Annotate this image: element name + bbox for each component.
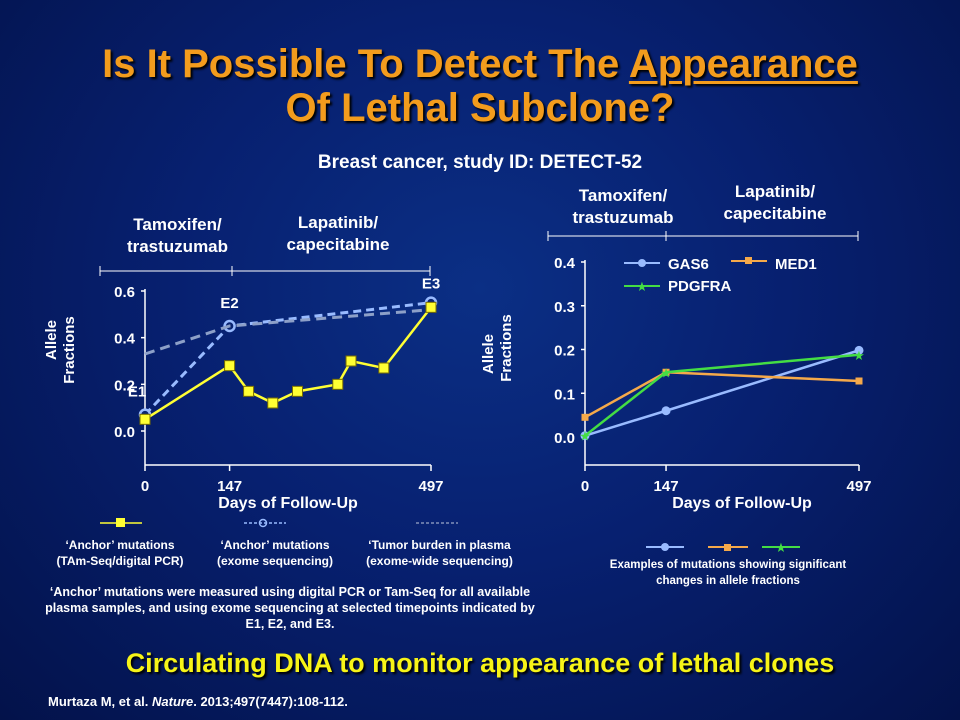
- series-pdgfra-point: ★: [579, 429, 591, 444]
- series-gas6-point: [854, 345, 864, 355]
- series-med1-line: [584, 370, 860, 419]
- left-ylabel-line2: Fractions: [61, 316, 78, 384]
- left-chart: 0.0 0.2 0.4 0.6 0 147 497 E1 E2 E3 Allele Fract…: [43, 266, 444, 512]
- series-anchor-pcr-point: [267, 397, 279, 409]
- right-phase-1-line1: Tamoxifen/: [578, 186, 668, 205]
- right-ylabel-line1: Allele: [480, 334, 497, 374]
- legend-pdgfra-label: PDGFRA: [668, 278, 732, 295]
- title-underlined-word: Appearance: [628, 42, 858, 86]
- citation-journal: Nature: [152, 694, 194, 709]
- series-anchor-pcr-point: [378, 362, 390, 374]
- r-ytick-label: 0.0: [554, 430, 575, 447]
- legend-tumor-burden-line1: ‘Tumor burden in plasma: [368, 538, 511, 552]
- l-ytick-label: 0.0: [114, 424, 135, 441]
- left-phase-1-line2: trastuzumab: [126, 237, 229, 256]
- series-gas6-point: [661, 406, 671, 416]
- right-phase-2-line2: capecitabine: [723, 204, 827, 223]
- r-ytick-label: 0.1: [554, 386, 575, 403]
- r-xtick-label: 147: [654, 478, 679, 495]
- right-chart: 0.0 0.1 0.2 0.3 0.4 0 147 497 ★ ★ ★ GAS6 MED1 ★ …: [100, 231, 872, 555]
- legend-tumor-burden-line2: (exome-wide sequencing): [366, 554, 513, 568]
- citation: Murtaza M, et al. Nature. 2013;497(7447)…: [48, 694, 348, 709]
- title-line-2: Of Lethal Subclone?: [285, 86, 675, 130]
- right-phase-label-1: Tamoxifen/ trastuzumab: [548, 185, 698, 229]
- series-pdgfra-line: [584, 353, 860, 437]
- right-bottom-legend: ★: [646, 540, 800, 555]
- right-phase-1-line2: trastuzumab: [572, 208, 674, 227]
- series-anchor-pcr-point: [243, 385, 255, 397]
- series-anchor-pcr-point: [291, 385, 303, 397]
- left-phase-2-line1: Lapatinib/: [297, 213, 379, 232]
- series-anchor-pcr-point: [345, 355, 357, 367]
- footer-headline: Circulating DNA to monitor appearance of…: [125, 648, 835, 678]
- l-xtick-label: 147: [217, 478, 242, 495]
- legend-caption-anchor-pcr: ‘Anchor’ mutations (TAm-Seq/digital PCR): [45, 537, 195, 569]
- r-ytick-label: 0.4: [554, 255, 576, 272]
- annotation-e3: E3: [422, 276, 440, 293]
- legend-anchor-pcr-line2: (TAm-Seq/digital PCR): [56, 554, 184, 568]
- legend-caption-tumor-burden: ‘Tumor burden in plasma (exome-wide sequ…: [352, 537, 527, 569]
- method-note: ‘Anchor’ mutations were measured using d…: [45, 585, 535, 631]
- right-ylabel-line2: Fractions: [498, 314, 515, 382]
- left-bottom-legend: [100, 518, 458, 528]
- annotation-e1: E1: [128, 384, 146, 401]
- r-xtick-label: 0: [581, 478, 589, 495]
- left-xlabel: Days of Follow-Up: [218, 495, 358, 512]
- legend-gas6-marker: [638, 259, 646, 267]
- right-legend-caption-line2: changes in allele fractions: [656, 575, 800, 587]
- right-legend-caption: Examples of mutations showing significan…: [578, 557, 878, 589]
- legend-anchor-exome-line1: ‘Anchor’ mutations: [220, 538, 330, 552]
- series-anchor-exome-line: [143, 301, 432, 416]
- legend-gas6-label: GAS6: [668, 256, 709, 273]
- left-phase-label-1: Tamoxifen/ trastuzumab: [100, 214, 255, 258]
- citation-authors: Murtaza M, et al.: [48, 694, 153, 709]
- series-anchor-pcr-point: [224, 360, 236, 372]
- left-phase-label-2: Lapatinib/ capecitabine: [258, 212, 418, 256]
- left-ylabel-line1: Allele: [43, 320, 60, 360]
- annotation-e2: E2: [220, 295, 238, 312]
- right-legend: GAS6 MED1 ★ PDGFRA: [624, 256, 817, 295]
- r-xtick-label: 497: [846, 478, 871, 495]
- right-legend-caption-line1: Examples of mutations showing significan…: [609, 559, 847, 571]
- series-pdgfra-point: ★: [853, 348, 865, 363]
- legend-anchor-pcr-marker: [116, 518, 125, 527]
- right-phase-label-2: Lapatinib/ capecitabine: [695, 181, 855, 225]
- l-ytick-label: 0.6: [114, 284, 135, 301]
- series-med1-point: [855, 377, 863, 385]
- citation-details: . 2013;497(7447):108-112.: [193, 694, 348, 709]
- slide-title: Is It Possible To Detect The Appearance …: [0, 42, 960, 130]
- series-anchor-pcr-point: [425, 301, 437, 313]
- legend-med1-marker: [745, 257, 752, 264]
- right-phase-2-line1: Lapatinib/: [734, 182, 816, 201]
- legend-anchor-exome-line2: (exome sequencing): [216, 554, 334, 568]
- series-anchor-pcr-point: [332, 378, 344, 390]
- r-ytick-label: 0.3: [554, 299, 575, 316]
- series-pdgfra-point: ★: [660, 365, 672, 380]
- legend-anchor-pcr-line1: ‘Anchor’ mutations: [65, 538, 175, 552]
- left-phase-2-line2: capecitabine: [286, 235, 390, 254]
- series-med1-point: [581, 413, 589, 421]
- l-xtick-label: 0: [141, 478, 149, 495]
- legend-caption-anchor-exome: ‘Anchor’ mutations (exome sequencing): [200, 537, 350, 569]
- series-tumor-burden-line: [144, 308, 432, 356]
- l-ytick-label: 0.4: [114, 331, 136, 348]
- bottom-legend-med1-marker: [724, 544, 731, 551]
- series-anchor-pcr-point: [139, 413, 151, 425]
- title-part-1: Is It Possible To Detect The: [102, 42, 629, 86]
- bottom-legend-pdgfra-marker: ★: [775, 540, 787, 555]
- r-ytick-label: 0.2: [554, 343, 575, 360]
- right-xlabel: Days of Follow-Up: [672, 495, 812, 512]
- bottom-legend-gas6-marker: [661, 543, 669, 551]
- legend-pdgfra-marker: ★: [636, 279, 648, 294]
- l-xtick-label: 497: [418, 478, 443, 495]
- left-phase-1-line1: Tamoxifen/: [133, 215, 222, 234]
- legend-med1-label: MED1: [775, 256, 817, 273]
- l-ytick-label: 0.2: [114, 377, 135, 394]
- slide-subtitle: Breast cancer, study ID: DETECT-52: [317, 152, 643, 173]
- legend-anchor-exome-marker: [258, 518, 268, 528]
